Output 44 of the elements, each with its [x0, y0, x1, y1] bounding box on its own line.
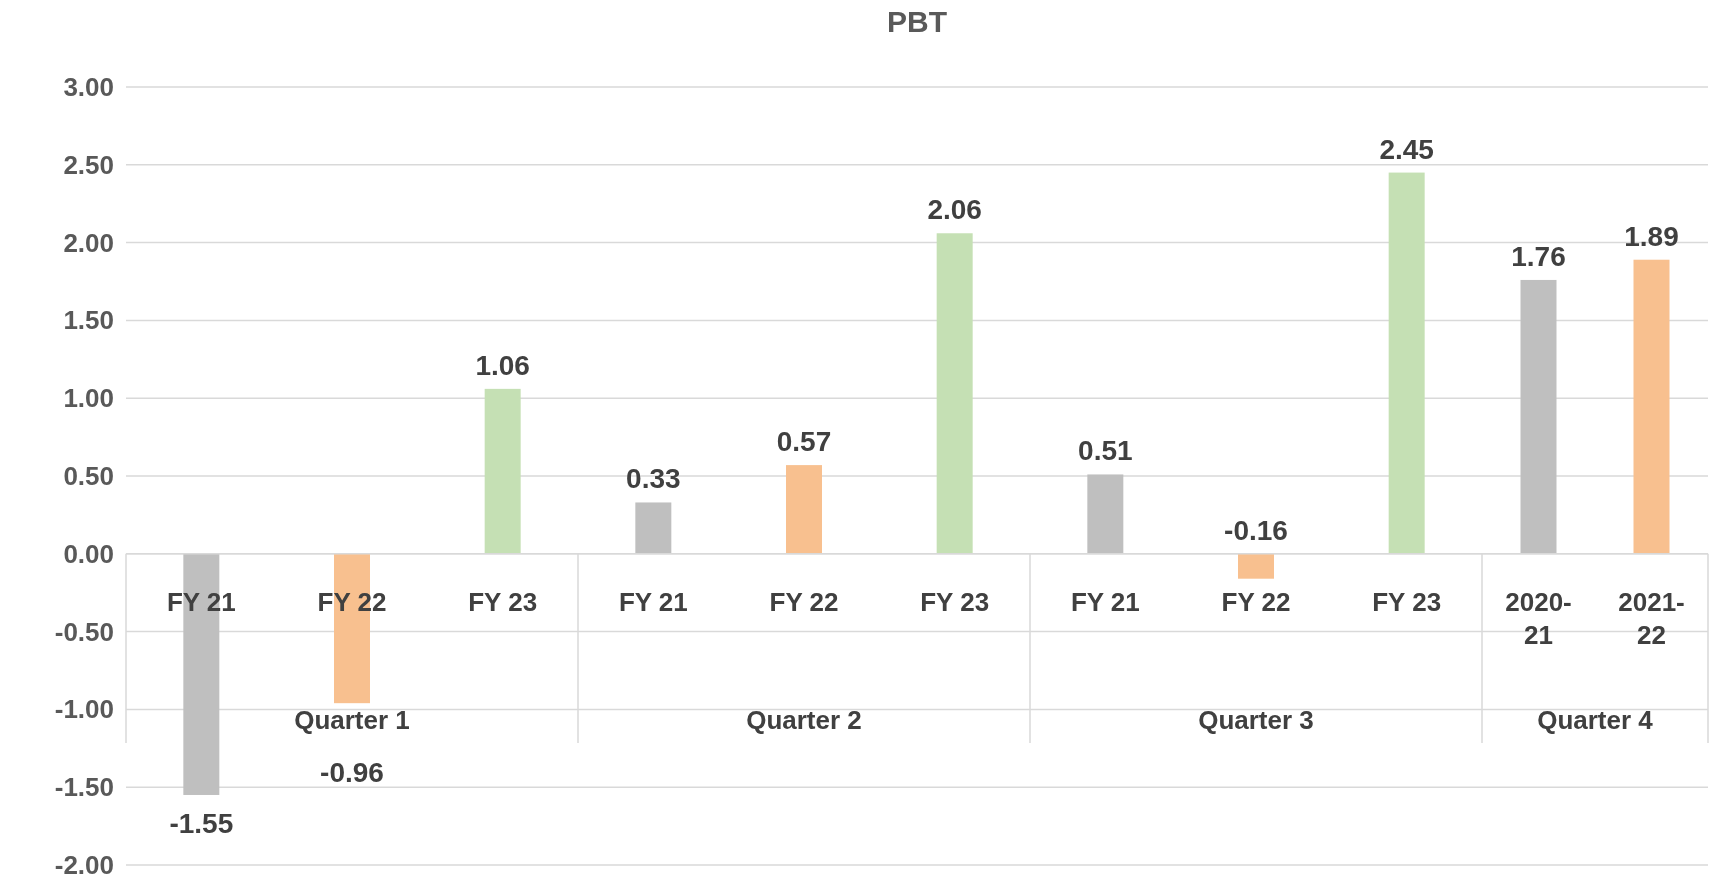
- y-tick-label: -0.50: [54, 616, 114, 647]
- y-tick-label: -2.00: [54, 850, 114, 880]
- x-tick-label: 2020-21: [1505, 587, 1572, 650]
- bar: [786, 465, 822, 554]
- x-tick-label: FY 23: [1372, 587, 1442, 617]
- data-label: -0.96: [320, 757, 384, 788]
- annotation: Quarter 2: [746, 705, 862, 735]
- bar: [1087, 474, 1124, 554]
- bar: [635, 502, 672, 554]
- y-tick-label: 2.00: [63, 227, 114, 258]
- y-tick-label: 0.00: [63, 538, 114, 569]
- y-tick-label: 2.50: [63, 149, 114, 180]
- data-label: 0.33: [626, 463, 681, 495]
- y-tick-label: 1.00: [63, 383, 114, 414]
- bar: [936, 233, 973, 554]
- data-label: -0.16: [1224, 514, 1288, 546]
- data-label: 2.06: [927, 194, 982, 226]
- annotation: Quarter 1: [294, 705, 410, 735]
- data-label: 1.06: [475, 349, 530, 381]
- y-tick-label: -1.00: [54, 694, 114, 725]
- x-tick-label: FY 21: [166, 587, 236, 617]
- data-label: -1.55: [169, 807, 234, 839]
- chart-title: PBT: [887, 5, 947, 38]
- data-label: 1.89: [1624, 220, 1679, 252]
- x-tick-label: 2021-22: [1618, 587, 1685, 650]
- x-tick-label: FY 21: [618, 587, 688, 617]
- data-label: 0.57: [776, 426, 832, 458]
- x-tick-label: FY 21: [1070, 587, 1140, 617]
- x-tick-label: FY 23: [920, 587, 990, 617]
- data-label: 1.76: [1511, 240, 1566, 272]
- y-tick-label: 1.50: [63, 305, 114, 336]
- annotation: Quarter 3: [1198, 705, 1314, 735]
- y-tick-label: 3.00: [63, 72, 114, 102]
- data-label: 0.51: [1078, 435, 1133, 467]
- bar: [484, 388, 521, 554]
- x-tick-label: FY 23: [468, 587, 538, 617]
- bar: [1238, 553, 1274, 579]
- data-label: 2.45: [1379, 133, 1434, 165]
- x-tick-label: FY 22: [1221, 587, 1291, 617]
- y-tick-label: 0.50: [63, 461, 114, 491]
- x-tick-label: FY 22: [769, 587, 839, 617]
- bar: [1388, 172, 1425, 554]
- y-tick-label: -1.50: [54, 772, 114, 803]
- annotation: Quarter 4: [1537, 705, 1654, 735]
